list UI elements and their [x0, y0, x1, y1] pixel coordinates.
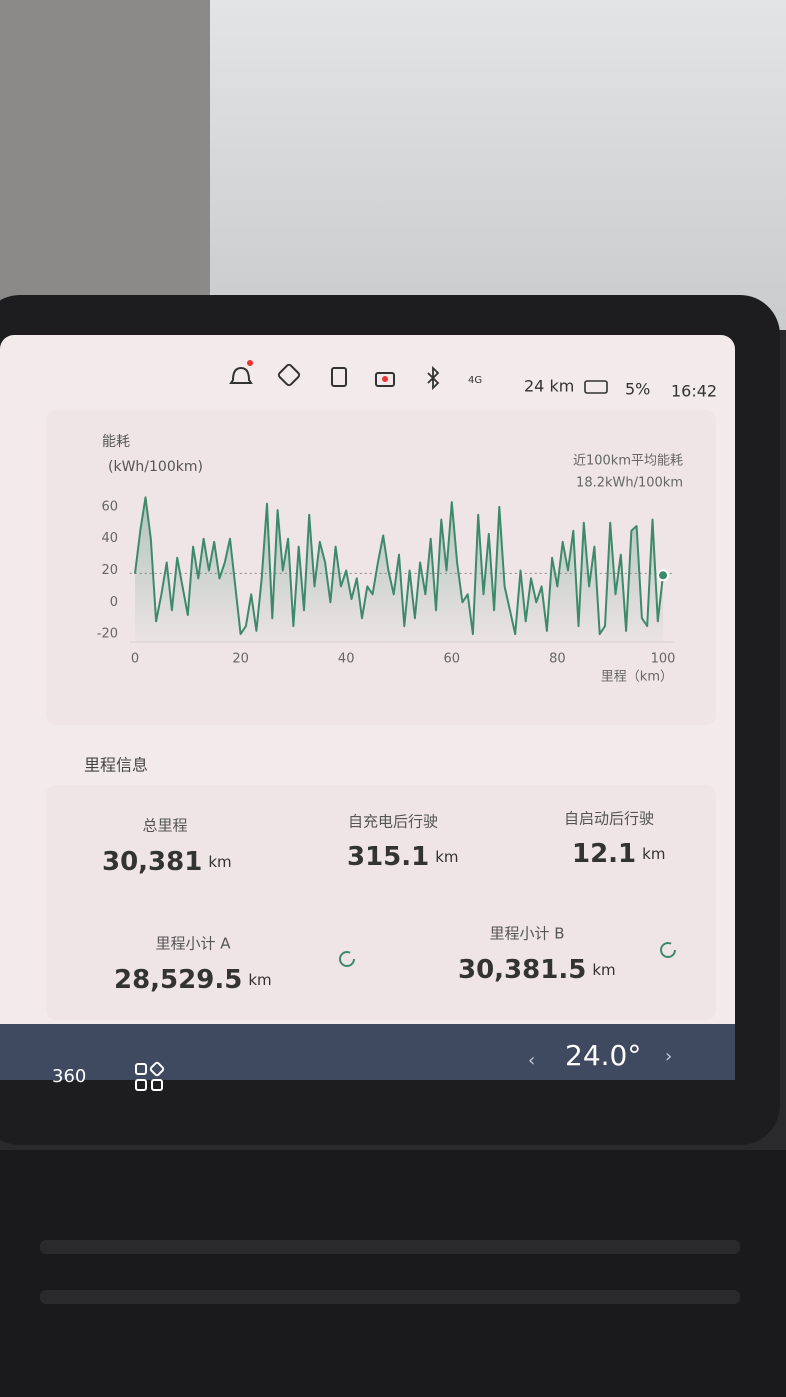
trip-card [46, 785, 716, 1020]
x-axis-label: 里程（km） [601, 670, 673, 685]
nav-icon [277, 363, 301, 387]
trip-unit: km [642, 845, 665, 863]
battery-icon [584, 380, 608, 394]
chart-title: 能耗 [102, 434, 130, 450]
pillar [0, 0, 210, 300]
trip-unit: km [208, 853, 231, 871]
trip-value: 28,529.5 km [114, 965, 272, 995]
line [134, 496, 664, 636]
apps-icon[interactable] [135, 1061, 165, 1091]
trip-label: 里程小计 B [489, 925, 564, 943]
notification-dot [247, 360, 253, 366]
usb-icon [331, 367, 347, 387]
y-tick-label: 0 [110, 595, 118, 610]
network: 4G [468, 375, 482, 386]
x-tick-label: 20 [232, 652, 249, 667]
trip-label: 自启动后行驶 [564, 810, 654, 828]
trip-value: 12.1 km [572, 839, 665, 869]
trip-number: 315.1 [347, 842, 429, 872]
annotation: 近100km平均能耗 [573, 454, 683, 469]
trip-unit: km [435, 848, 458, 866]
trip-label: 自充电后行驶 [348, 813, 438, 831]
vent [40, 1240, 740, 1254]
trip-value: 315.1 km [347, 842, 459, 872]
annotation: 18.2kWh/100km [576, 476, 683, 491]
battery: 5% [625, 380, 650, 399]
temp-up[interactable]: › [665, 1046, 672, 1067]
y-axis-label: (kWh/100km) [108, 459, 203, 475]
x-tick-label: 80 [549, 652, 566, 667]
section-title: 里程信息 [84, 756, 148, 775]
trip-unit: km [248, 971, 271, 989]
trip-items: 总里程 30,381 km 自充电后行驶 315.1 km 自启动后行驶 12.1 km 里程小计… [102, 810, 665, 995]
trip-number: 28,529.5 [114, 965, 242, 995]
end-point [657, 569, 670, 582]
y-tick-label: 40 [101, 531, 118, 546]
y-tick-label: 60 [101, 499, 118, 514]
rec-dot [382, 376, 388, 382]
temperature: 24.0° [565, 1039, 641, 1072]
reset-b[interactable] [660, 942, 676, 958]
trip-number: 30,381 [102, 847, 202, 877]
reset-a[interactable] [339, 951, 355, 967]
camera-360[interactable]: 360 [52, 1066, 86, 1087]
dashboard [0, 1150, 786, 1397]
vent [40, 1290, 740, 1304]
area [134, 497, 664, 642]
trip-value: 30,381.5 km [458, 955, 616, 985]
clock: 16:42 [671, 382, 717, 401]
trip-number: 12.1 [572, 839, 636, 869]
trip-label: 总里程 [142, 817, 187, 835]
bluetooth-icon [427, 365, 440, 391]
range: 24 km [524, 377, 574, 396]
y-tick-label: -20 [97, 627, 118, 642]
x-tick-label: 100 [651, 652, 676, 667]
bell-icon [229, 366, 253, 384]
trip-number: 30,381.5 [458, 955, 586, 985]
x-tick-label: 40 [338, 652, 355, 667]
trip-unit: km [592, 961, 615, 979]
camera-icon [375, 372, 395, 387]
x-tick-label: 0 [131, 652, 139, 667]
trip-label: 里程小计 A [155, 935, 231, 953]
x-tick-label: 60 [444, 652, 461, 667]
trip-value: 30,381 km [102, 847, 232, 877]
bottom-bar [0, 1024, 735, 1080]
y-tick-label: 20 [101, 563, 118, 578]
temp-down[interactable]: ‹ [528, 1050, 535, 1071]
